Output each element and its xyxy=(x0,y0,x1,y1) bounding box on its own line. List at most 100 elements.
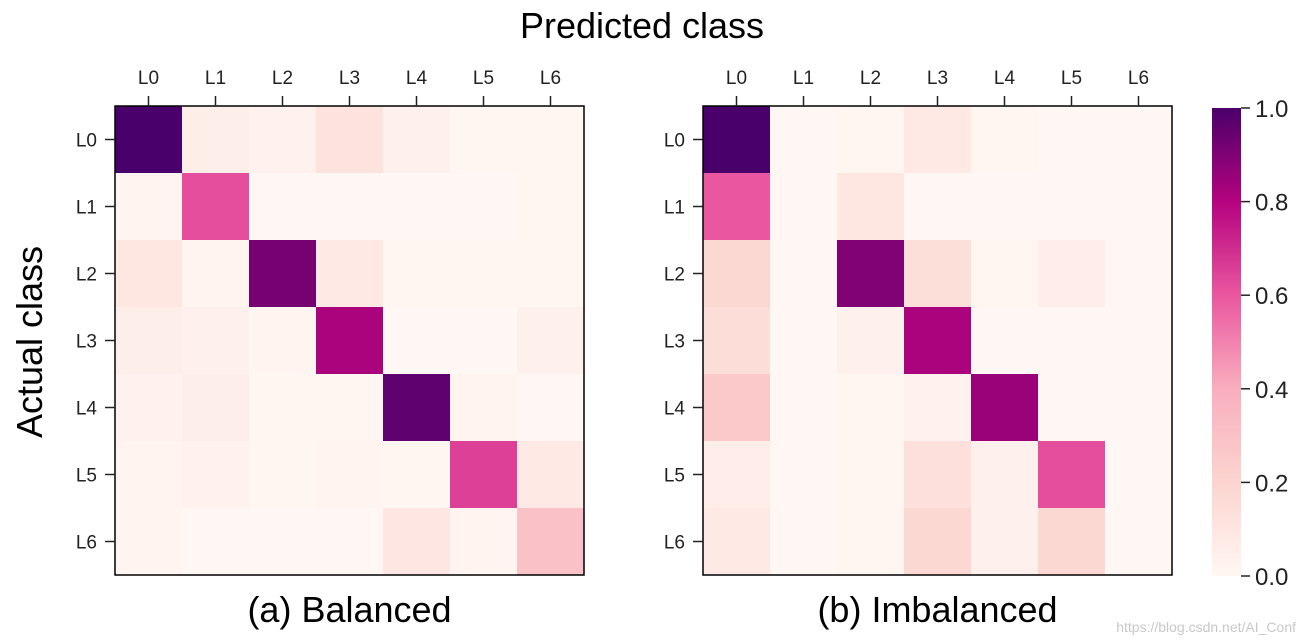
heatmap-cell xyxy=(115,508,183,576)
heatmap-cell xyxy=(904,106,972,174)
y-tick-label: L0 xyxy=(76,131,97,152)
heatmap-cell xyxy=(115,374,183,442)
x-tick-label: L3 xyxy=(339,68,360,89)
heatmap-cell xyxy=(703,106,771,174)
heatmap-cell xyxy=(450,307,518,375)
heatmap-cell xyxy=(971,441,1039,509)
heatmap-panel-imbalanced: L0 L1 L2 L3 L4 L5 L6 L0 L1 L2 L3 L4 L5 L6 (b) Imbalanc… xyxy=(664,68,1173,630)
x-tick-label: L2 xyxy=(860,68,881,89)
heatmap-cell xyxy=(517,441,585,509)
heatmap-cell xyxy=(517,307,585,375)
heatmap-cell xyxy=(703,508,771,576)
colorbar-tick-label: 0.6 xyxy=(1255,283,1288,310)
heatmap-cell xyxy=(904,307,972,375)
y-tick-label: L1 xyxy=(664,198,685,219)
y-tick-label: L2 xyxy=(664,265,685,286)
y-tick-label: L6 xyxy=(664,533,685,554)
heatmap-cell xyxy=(182,173,250,241)
heatmap-cell xyxy=(316,374,384,442)
heatmap-cell xyxy=(249,173,317,241)
heatmap-cell xyxy=(837,374,905,442)
heatmap-cell xyxy=(182,374,250,442)
heatmap-cell xyxy=(904,441,972,509)
y-tick-label: L4 xyxy=(664,399,686,420)
heatmap-cell xyxy=(703,374,771,442)
heatmap-cell xyxy=(1105,240,1173,308)
watermark: https://blog.csdn.net/AI_Conf xyxy=(1116,619,1296,635)
heatmap-cell xyxy=(450,374,518,442)
heatmap-cell xyxy=(1038,307,1106,375)
heatmap-cell xyxy=(115,441,183,509)
heatmap-cell xyxy=(517,374,585,442)
heatmap-cell xyxy=(770,374,838,442)
heatmap-cell xyxy=(837,508,905,576)
x-tick-label: L1 xyxy=(205,68,226,89)
y-tick-label: L3 xyxy=(76,332,97,353)
heatmap-cell xyxy=(1105,508,1173,576)
heatmap-cell xyxy=(1038,508,1106,576)
heatmap-cell xyxy=(971,508,1039,576)
heatmap-cell xyxy=(115,240,183,308)
heatmap-cell xyxy=(1038,374,1106,442)
heatmap-cell xyxy=(182,508,250,576)
heatmap-cell xyxy=(249,508,317,576)
colorbar-gradient xyxy=(1212,108,1241,576)
y-tick-label: L5 xyxy=(664,466,685,487)
heatmap-cell xyxy=(316,173,384,241)
heatmap-cell xyxy=(182,106,250,174)
heatmap-cell xyxy=(703,307,771,375)
heatmap-cell xyxy=(1105,173,1173,241)
heatmap-cell xyxy=(383,441,451,509)
heatmap-cell xyxy=(115,173,183,241)
figure-y-label: Actual class xyxy=(9,246,50,438)
heatmap-cell xyxy=(249,374,317,442)
heatmap-cell xyxy=(904,240,972,308)
heatmap-cell xyxy=(316,240,384,308)
x-tick-label: L5 xyxy=(473,68,494,89)
heatmap-cell xyxy=(450,173,518,241)
colorbar-tick-label: 0.0 xyxy=(1255,564,1288,591)
x-tick-label: L0 xyxy=(138,68,159,89)
heatmap-cell xyxy=(249,240,317,308)
heatmap-cell xyxy=(971,374,1039,442)
heatmap-cell xyxy=(770,441,838,509)
y-tick-label: L3 xyxy=(664,332,685,353)
y-tick-label: L6 xyxy=(76,533,97,554)
colorbar: 0.0 0.2 0.4 0.6 0.8 1.0 xyxy=(1212,96,1288,591)
heatmap-cell xyxy=(770,173,838,241)
heatmap-cell xyxy=(182,240,250,308)
figure-title: Predicted class xyxy=(520,5,764,46)
heatmap-cell xyxy=(770,307,838,375)
heatmap-cell xyxy=(904,374,972,442)
colorbar-tick-label: 0.2 xyxy=(1255,470,1288,497)
heatmap-cell xyxy=(249,307,317,375)
heatmap-cell xyxy=(1038,173,1106,241)
heatmap-cell xyxy=(383,307,451,375)
heatmap-cell xyxy=(837,240,905,308)
heatmap-cell xyxy=(316,441,384,509)
x-tick-label: L6 xyxy=(540,68,561,89)
heatmap-cell xyxy=(837,173,905,241)
heatmap-cell xyxy=(249,441,317,509)
heatmap-cell xyxy=(383,106,451,174)
heatmap-panel-balanced: L0 L1 L2 L3 L4 L5 L6 L0 L1 L2 L3 L4 L5 L6 (a) Balanced xyxy=(76,68,585,630)
heatmap-cell xyxy=(383,240,451,308)
heatmap-cell xyxy=(837,307,905,375)
colorbar-tick-label: 0.4 xyxy=(1255,377,1288,404)
heatmap-cell xyxy=(1105,441,1173,509)
heatmap-cell xyxy=(971,106,1039,174)
heatmap-cell xyxy=(770,508,838,576)
heatmap-cell xyxy=(115,307,183,375)
heatmap-cell xyxy=(1105,106,1173,174)
heatmap-cell xyxy=(703,240,771,308)
heatmap-cell xyxy=(249,106,317,174)
subplot-title: (a) Balanced xyxy=(247,589,451,630)
subplot-title: (b) Imbalanced xyxy=(817,589,1057,630)
x-tick-label: L5 xyxy=(1061,68,1082,89)
heatmap-cell xyxy=(1105,374,1173,442)
heatmap-cell xyxy=(837,441,905,509)
heatmap-cell xyxy=(1038,441,1106,509)
heatmap-cell xyxy=(383,508,451,576)
heatmap-cell xyxy=(517,240,585,308)
heatmap-cell xyxy=(316,307,384,375)
